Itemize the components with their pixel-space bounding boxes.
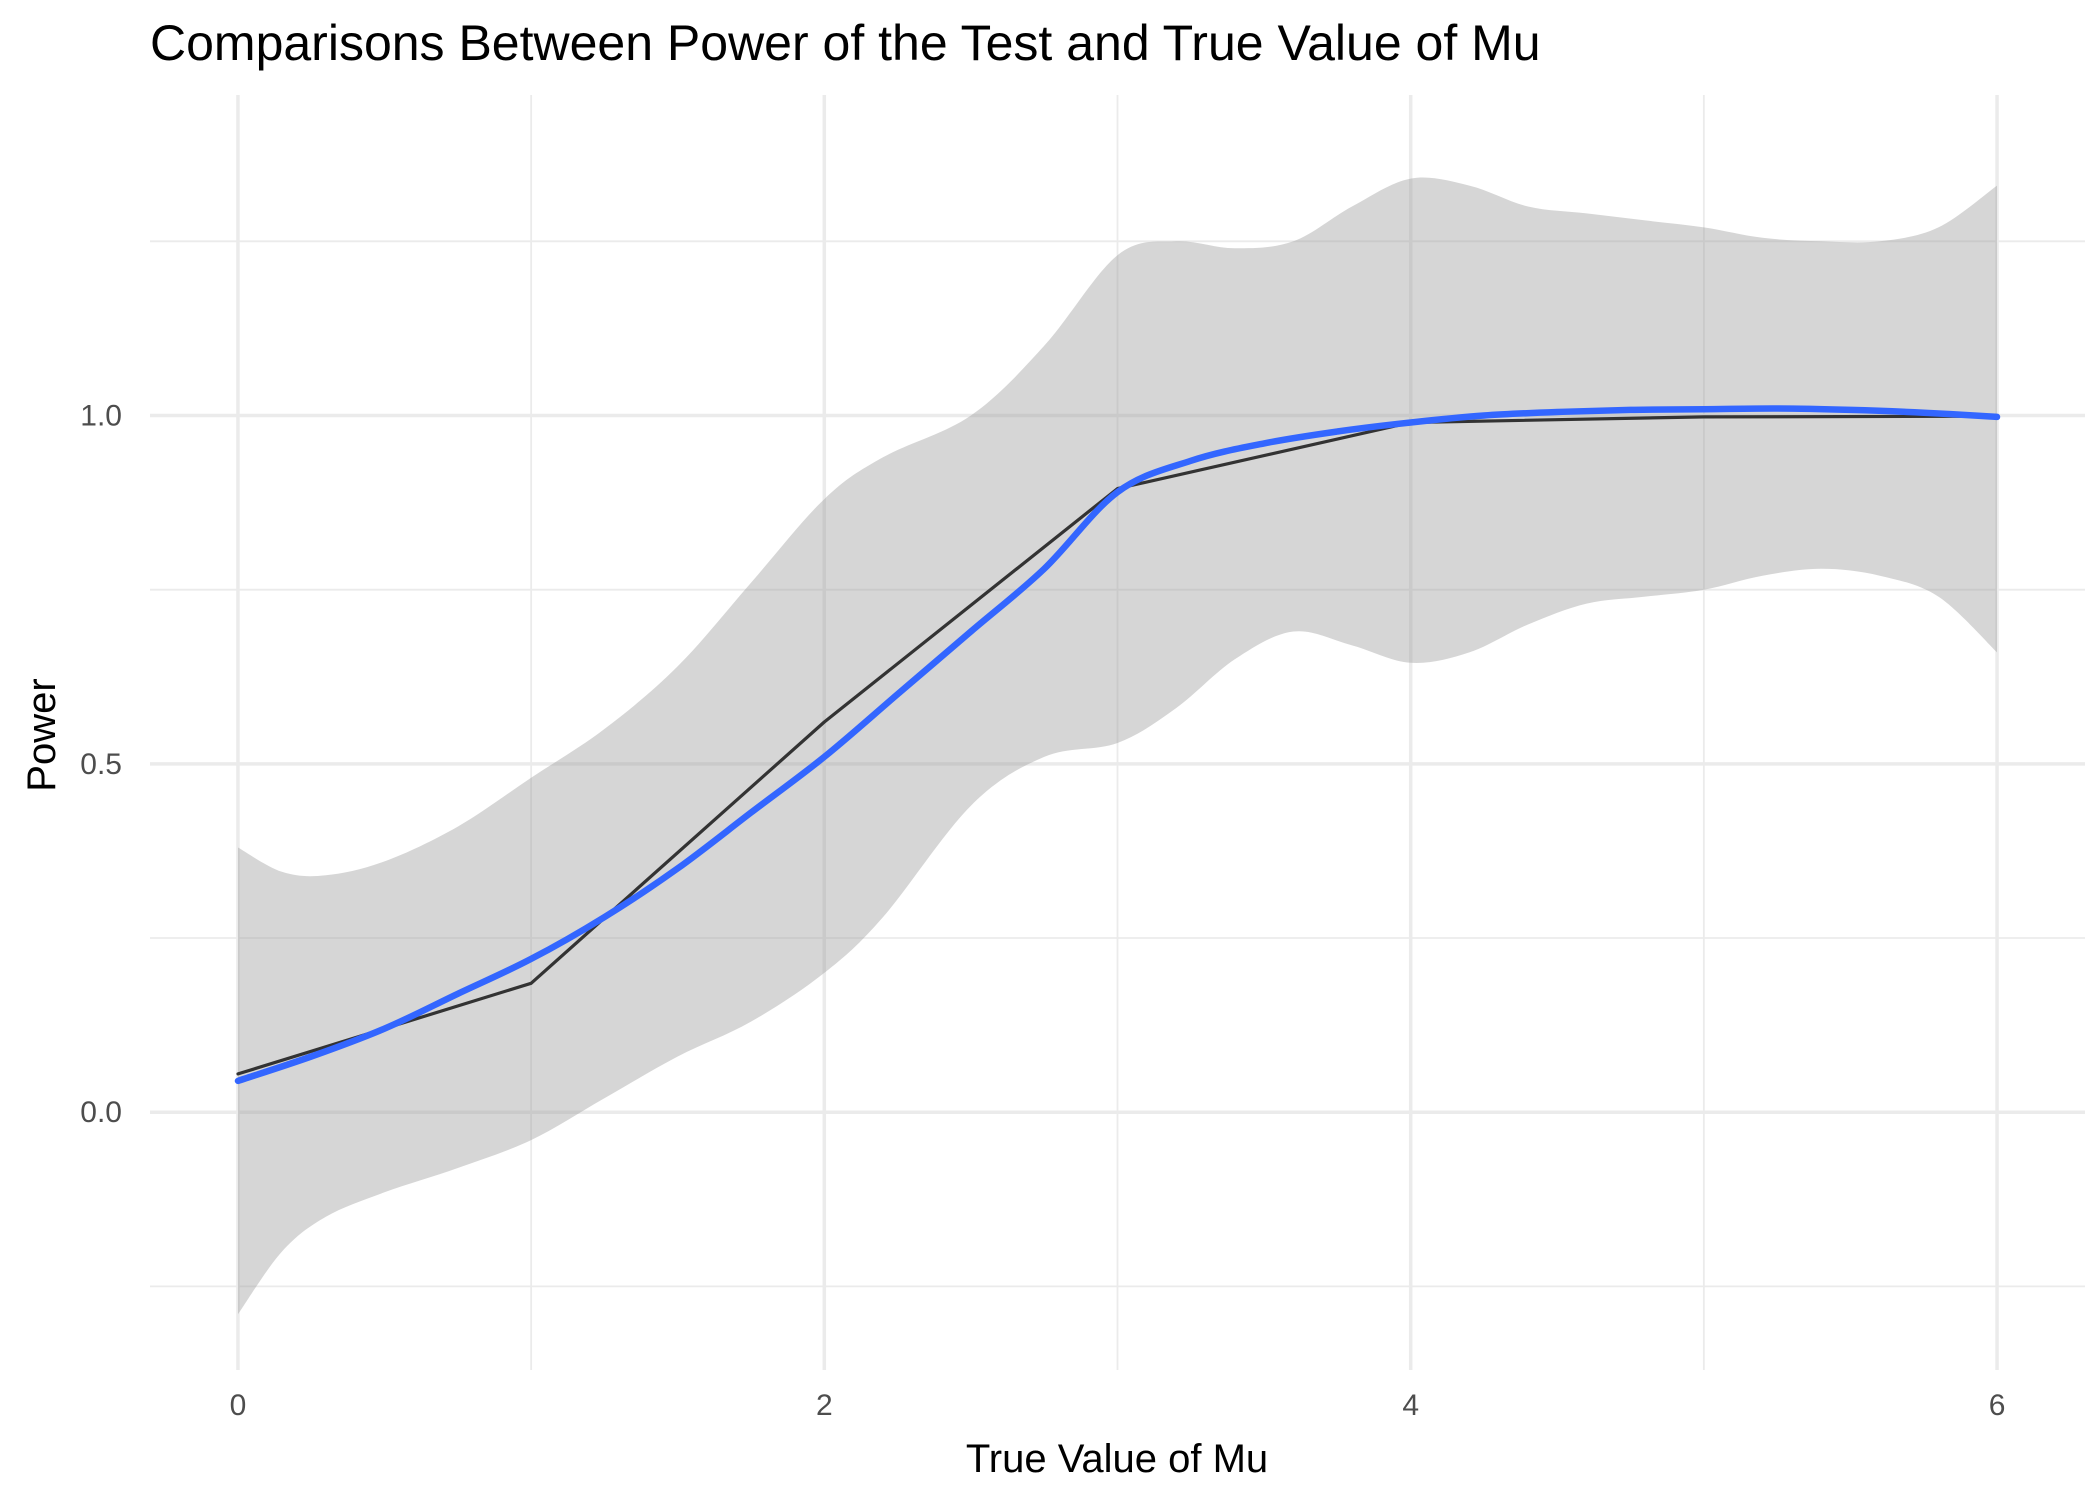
x-tick-label-1: 2 [816, 1389, 833, 1422]
x-axis-ticks: 0 2 4 6 [230, 1389, 2006, 1422]
confidence-band-layer [238, 177, 1997, 1315]
x-axis-title: True Value of Mu [966, 1437, 1268, 1481]
y-tick-label-1: 0.5 [80, 748, 122, 781]
y-axis-title: Power [20, 678, 64, 791]
x-tick-label-0: 0 [230, 1389, 247, 1422]
x-tick-label-3: 6 [1989, 1389, 2006, 1422]
y-axis-ticks: 0.0 0.5 1.0 [80, 399, 122, 1129]
y-tick-label-2: 1.0 [80, 399, 122, 432]
x-tick-label-2: 4 [1402, 1389, 1419, 1422]
smooth-fit-line [234, 405, 2001, 1085]
confidence-band [238, 177, 1997, 1315]
chart-title: Comparisons Between Power of the Test an… [150, 15, 1541, 71]
y-tick-label-0: 0.0 [80, 1096, 122, 1129]
series-layer [234, 405, 2001, 1085]
